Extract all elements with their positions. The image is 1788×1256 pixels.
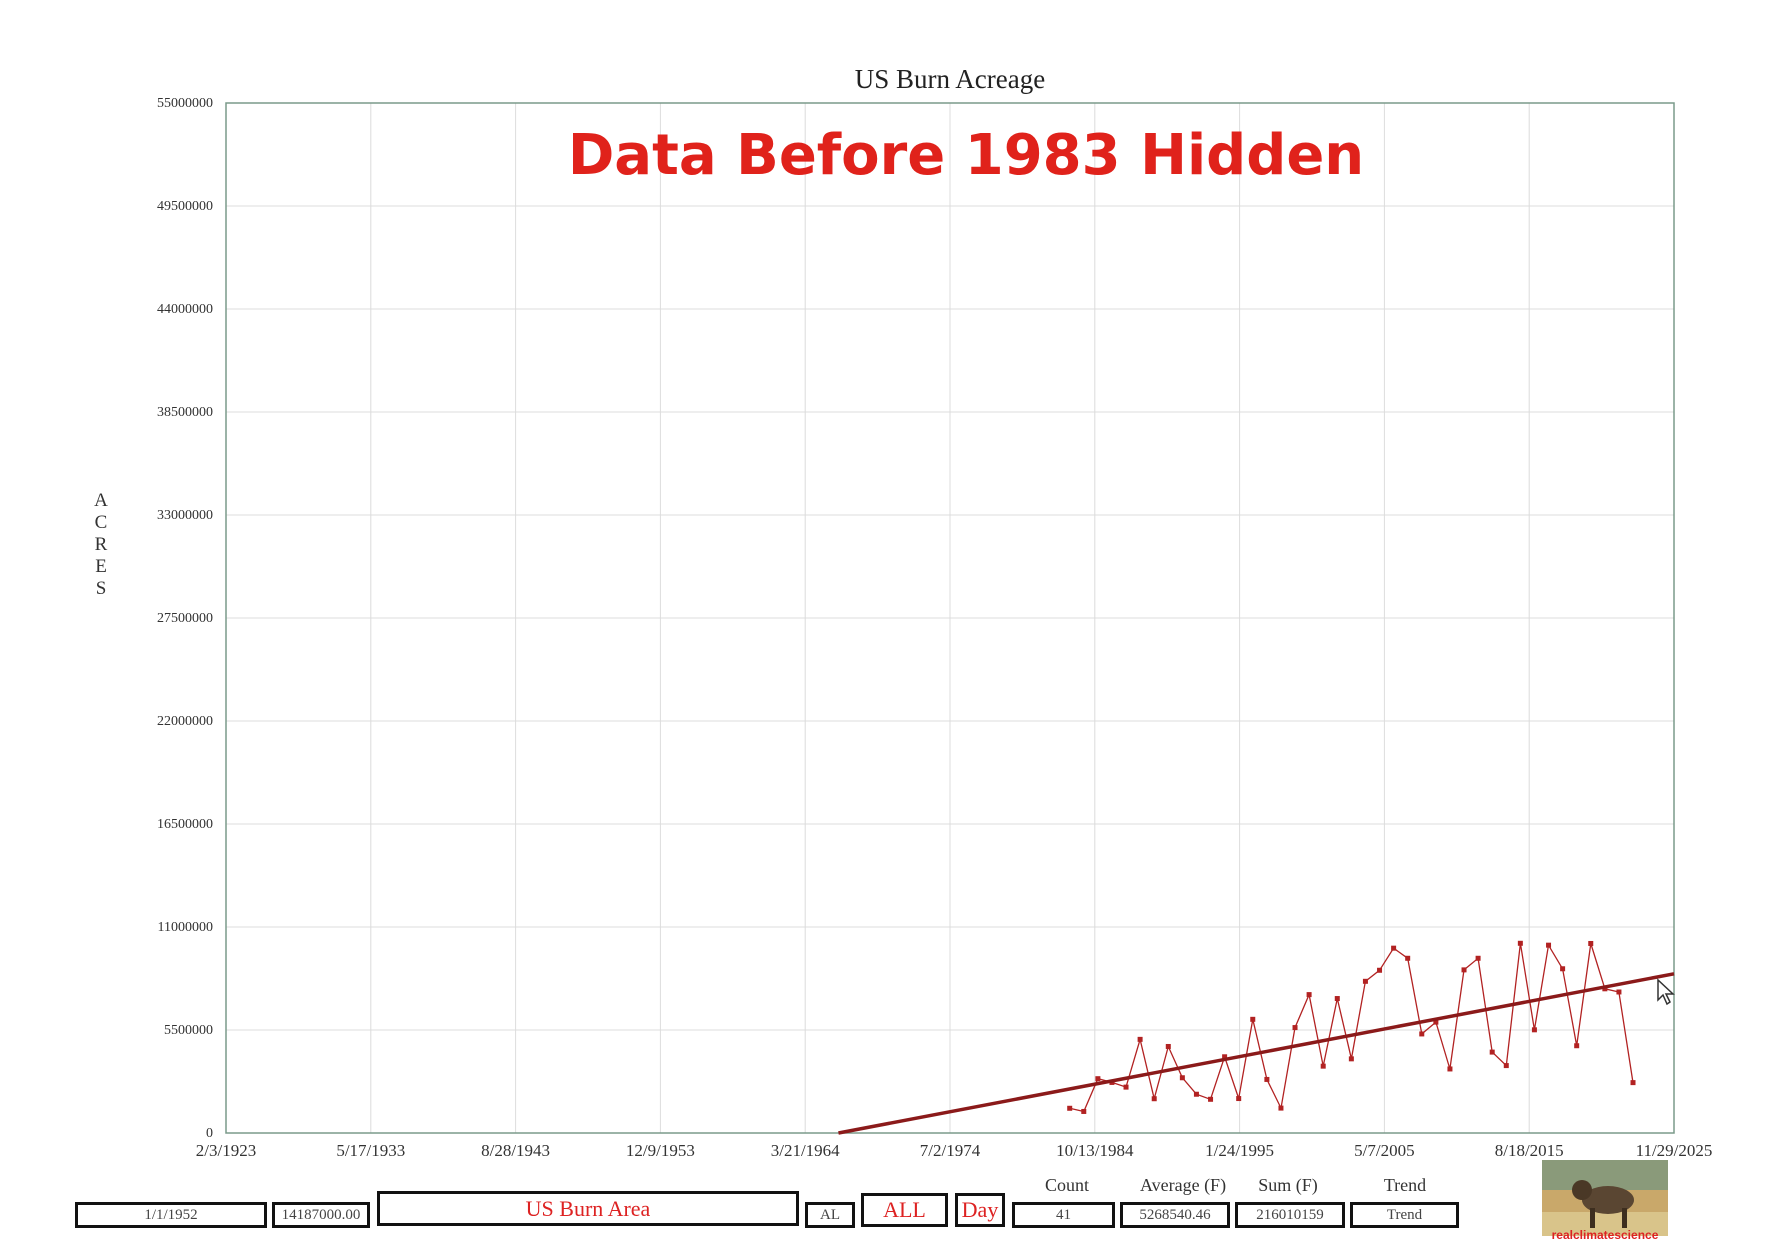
mouse-cursor-icon: [1657, 978, 1675, 1006]
data-point: [1391, 945, 1397, 951]
data-point: [1475, 955, 1481, 961]
all-button[interactable]: ALL: [861, 1193, 948, 1227]
data-point: [1362, 978, 1368, 984]
count-field[interactable]: 41: [1012, 1202, 1115, 1228]
y-axis-label-letter: A: [94, 490, 108, 511]
x-tick-label: 1/24/1995: [1205, 1141, 1274, 1160]
x-tick-label: 10/13/1984: [1056, 1141, 1134, 1160]
y-axis-label-letter: R: [95, 534, 108, 555]
data-point: [1503, 1063, 1509, 1069]
overlay-text: Data Before 1983 Hidden: [568, 123, 1364, 188]
logo-text: realclimatescience: [1551, 1228, 1659, 1242]
y-tick-label: 49500000: [157, 199, 213, 214]
x-tick-label: 12/9/1953: [626, 1141, 695, 1160]
data-point: [1377, 967, 1383, 973]
trend-line: [838, 972, 1675, 1135]
x-tick-label: 8/28/1943: [481, 1141, 550, 1160]
data-point: [1560, 966, 1566, 972]
x-tick-label: 3/21/1964: [771, 1141, 840, 1160]
data-point: [1531, 1027, 1537, 1033]
data-point: [1179, 1075, 1185, 1081]
data-point: [1222, 1054, 1228, 1060]
y-tick-label: 33000000: [157, 508, 213, 523]
data-point: [1208, 1096, 1214, 1102]
logo-image: [1542, 1160, 1668, 1236]
y-tick-label: 27500000: [157, 611, 213, 626]
value-input[interactable]: 14187000.00: [272, 1202, 370, 1228]
data-point: [1630, 1080, 1636, 1086]
data-point: [1461, 967, 1467, 973]
data-point: [1306, 992, 1312, 998]
data-point: [1546, 942, 1552, 948]
data-point: [1588, 940, 1594, 946]
x-tick-label: 2/3/1923: [196, 1141, 256, 1160]
series: [838, 940, 1675, 1135]
y-tick-label: 44000000: [157, 302, 213, 317]
grid: [225, 102, 1675, 1134]
data-point: [1419, 1031, 1425, 1037]
trend-button[interactable]: Trend: [1350, 1202, 1459, 1228]
start-date-input[interactable]: 1/1/1952: [75, 1202, 267, 1228]
dataset-select[interactable]: US Burn Area: [377, 1191, 799, 1226]
data-point: [1334, 996, 1340, 1002]
y-axis-label-letter: S: [96, 578, 107, 599]
data-point: [1433, 1019, 1439, 1025]
chart-title: US Burn Acreage: [855, 64, 1045, 94]
x-tick-label: 7/2/1974: [920, 1141, 981, 1160]
average-field[interactable]: 5268540.46: [1120, 1202, 1230, 1228]
data-point: [1067, 1105, 1073, 1111]
data-point: [1165, 1043, 1171, 1049]
day-button[interactable]: Day: [955, 1193, 1005, 1227]
x-tick-label: 11/29/2025: [1636, 1141, 1713, 1160]
sum-field[interactable]: 216010159: [1235, 1202, 1345, 1228]
x-tick-label: 5/7/2005: [1354, 1141, 1414, 1160]
y-tick-label: 0: [206, 1126, 213, 1141]
x-axis: 2/3/1923 5/17/1933 8/28/1943 12/9/1953 3/21/…: [196, 1141, 1713, 1160]
data-point: [1151, 1096, 1157, 1102]
data-point: [1123, 1084, 1129, 1090]
data-point: [1137, 1036, 1143, 1042]
y-tick-label: 38500000: [157, 405, 213, 420]
y-axis-label-letter: C: [95, 512, 108, 533]
data-point: [1193, 1091, 1199, 1097]
x-tick-label: 8/18/2015: [1495, 1141, 1564, 1160]
y-tick-label: 22000000: [157, 714, 213, 729]
data-point: [1320, 1063, 1326, 1069]
data-point: [1278, 1105, 1284, 1111]
y-tick-label: 5500000: [164, 1023, 213, 1038]
data-point: [1236, 1096, 1242, 1102]
data-point: [1602, 986, 1608, 992]
data-point: [1405, 955, 1411, 961]
plot-frame: [225, 102, 1675, 1134]
state-select[interactable]: AL: [805, 1202, 855, 1228]
data-point: [1264, 1076, 1270, 1082]
data-point: [1081, 1108, 1087, 1114]
y-axis-label-letter: E: [95, 556, 107, 577]
data-point: [1447, 1066, 1453, 1072]
x-tick-label: 5/17/1933: [336, 1141, 405, 1160]
y-tick-label: 55000000: [157, 96, 213, 111]
series-line: [1069, 943, 1634, 1113]
data-point: [1517, 940, 1523, 946]
data-point: [1250, 1016, 1256, 1022]
data-point: [1095, 1076, 1101, 1082]
y-tick-label: 16500000: [157, 817, 213, 832]
data-point: [1574, 1043, 1580, 1049]
y-tick-label: 11000000: [158, 920, 213, 935]
data-point: [1489, 1049, 1495, 1055]
data-point: [1348, 1056, 1354, 1062]
data-point: [1292, 1025, 1298, 1031]
y-axis: 0 5500000 11000000 16500000 22000000 27500000…: [157, 96, 213, 1141]
data-point: [1616, 989, 1622, 995]
